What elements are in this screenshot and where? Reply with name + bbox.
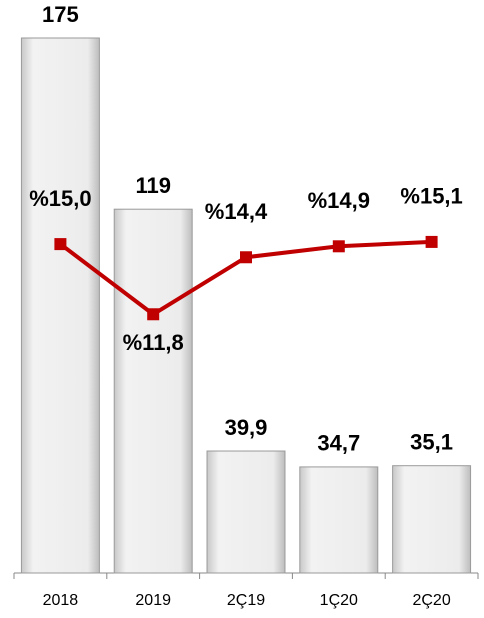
line-value-label: %15,1 (400, 184, 462, 209)
line-value-label: %14,9 (308, 188, 370, 213)
bar-value-label: 175 (42, 2, 79, 27)
bar (299, 466, 379, 574)
line-marker (54, 238, 67, 251)
line-value-label: %15,0 (29, 186, 91, 211)
line-marker (147, 308, 160, 321)
x-tick-label: 2019 (135, 592, 171, 609)
bar (206, 450, 286, 574)
bar-value-label: 39,9 (225, 415, 268, 440)
line-marker (425, 235, 438, 248)
bar-value-label: 119 (135, 173, 171, 198)
x-tick-label: 2Ç20 (412, 592, 450, 609)
bar-value-label: 34,7 (317, 431, 360, 456)
line-marker (240, 251, 252, 264)
bar (392, 465, 472, 574)
line-value-label: %11,8 (123, 330, 184, 355)
x-tick-label: 2Ç19 (227, 592, 265, 609)
bar (20, 37, 100, 574)
x-tick-label: 2018 (43, 592, 79, 609)
line-value-label: %14,4 (205, 199, 268, 224)
bar-value-label: 35,1 (410, 430, 453, 455)
bar (113, 208, 193, 574)
x-tick-label: 1Ç20 (320, 592, 358, 609)
line-marker (332, 240, 345, 253)
